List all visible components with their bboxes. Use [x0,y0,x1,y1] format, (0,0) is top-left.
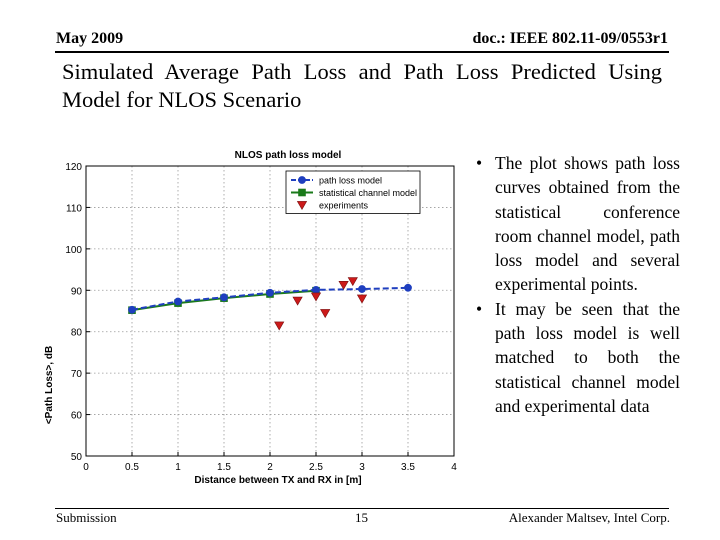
y-tick-label: 60 [71,411,83,422]
x-tick-label: 3.5 [401,462,415,473]
x-tick-label: 0 [83,462,89,473]
x-axis-label: Distance between TX and RX in [m] [194,475,361,486]
bullet-list: • The plot shows path loss curves obtain… [476,151,680,418]
x-tick-label: 1 [175,462,181,473]
header-date: May 2009 [56,30,124,47]
experiments-point [338,281,349,290]
x-tick-label: 4 [451,462,457,473]
path-loss-model-point [266,288,274,297]
footer-submission: Submission [56,510,117,525]
experiments-point [274,321,285,331]
experiments-point [310,292,322,302]
experiments-point [292,296,303,306]
slide-title: Simulated Average Path Loss and Path Los… [62,59,662,112]
experiments-point [320,309,331,319]
experiments-point [356,294,368,304]
bullet-dot: • [476,153,483,173]
series-path-loss-model [128,283,412,314]
path-loss-model-point [174,297,182,306]
footer-page-number: 15 [355,510,368,525]
y-tick-label: 120 [65,162,82,173]
legend-label-statistical-channel-model: statistical channel model [319,188,417,198]
path-loss-model-point [128,305,136,314]
path-loss-model-point [220,293,228,302]
experiments-point [347,277,358,287]
x-tick-label: 1.5 [217,462,231,473]
legend-marker-statistical-channel-model [298,188,306,197]
y-tick-label: 100 [65,245,82,256]
header-doc-id: doc.: IEEE 802.11-09/0553r1 [472,30,668,47]
x-tick-label: 2.5 [309,462,323,473]
bullet-item: • It may be seen that the path loss mode… [476,297,680,418]
path-loss-model-point [358,285,366,293]
bullet-text: The plot shows path loss curves obtained… [495,153,680,295]
y-tick-label: 50 [71,452,83,463]
x-tick-label: 0.5 [125,462,139,473]
legend-marker-path-loss-model [298,176,306,184]
y-tick-label: 80 [71,328,83,339]
legend-label-experiments: experiments [319,201,369,211]
path-loss-model-point [404,283,412,292]
y-axis-label: <Path Loss>, dB [44,346,55,424]
footer-rule [55,508,669,509]
y-tick-label: 90 [71,286,83,297]
y-tick-label: 70 [71,369,83,380]
footer-author: Alexander Maltsev, Intel Corp. [508,510,670,525]
x-tick-label: 3 [359,462,365,473]
bullet-dot: • [476,298,483,319]
path-loss-model-point [312,285,320,294]
plot-area [85,165,455,457]
bullet-item: • The plot shows path loss curves obtain… [476,151,680,297]
path-loss-chart: NLOS path loss model Distance between TX… [44,150,457,486]
y-tick-label: 110 [66,203,82,214]
chart-title: NLOS path loss model [235,150,342,161]
x-tick-label: 2 [267,462,273,473]
bullet-text: It may be seen that the path loss model … [495,298,680,416]
header-rule [55,51,669,53]
series-experiments [274,277,368,331]
legend-label-path-loss-model: path loss model [319,176,382,186]
legend-marker-experiments [296,201,308,211]
